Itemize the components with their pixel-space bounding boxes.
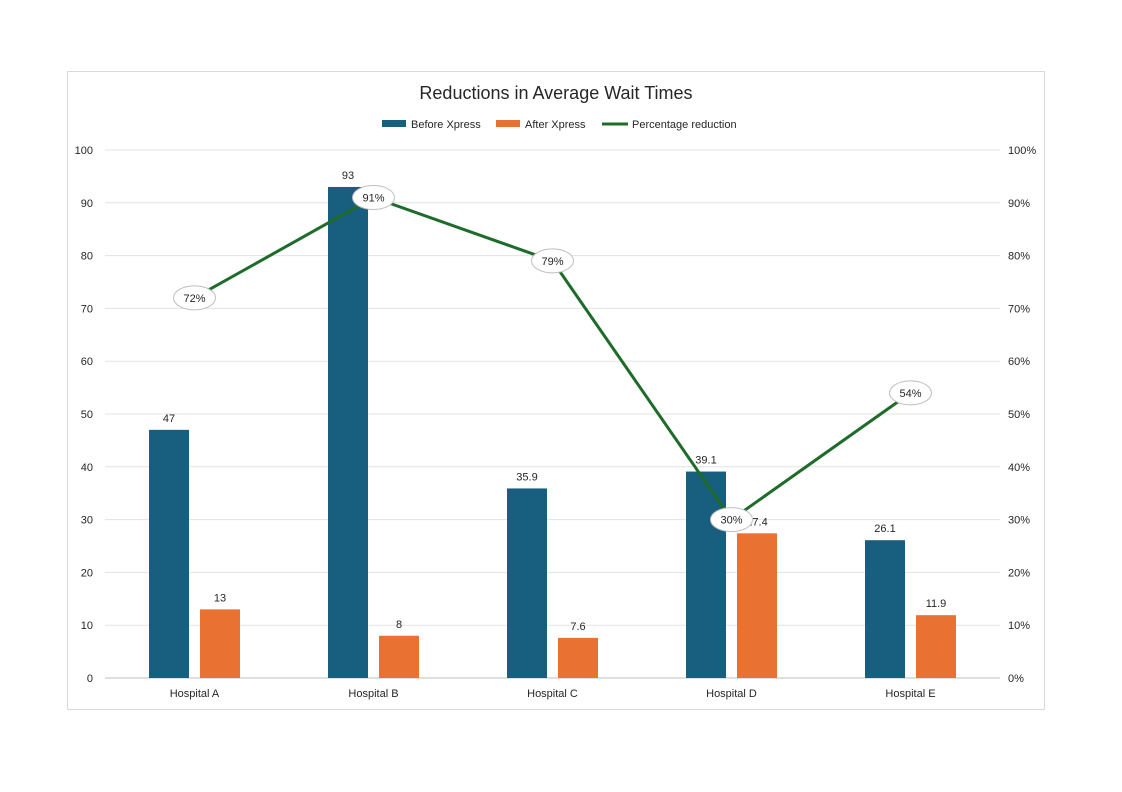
chart-title: Reductions in Average Wait Times <box>419 83 692 103</box>
bar-data-label: 26.1 <box>874 523 895 535</box>
line-label-callout <box>531 248 574 274</box>
bar-before-xpress <box>149 429 189 678</box>
bar-data-label: 35.9 <box>516 471 537 483</box>
line-data-label: 72% <box>183 293 205 305</box>
y-right-tick-label: 90% <box>1008 198 1030 210</box>
y-right-tick-label: 20% <box>1008 567 1030 579</box>
line-label-callout <box>352 185 395 211</box>
y-left-tick-label: 80 <box>81 251 93 263</box>
y-left-tick-label: 30 <box>81 515 93 527</box>
line-label-callout <box>710 507 753 533</box>
x-tick-label: Hospital B <box>348 688 398 700</box>
bar-before-xpress <box>507 488 547 678</box>
bar-after-xpress <box>737 533 777 678</box>
legend-swatch <box>382 120 406 127</box>
x-tick-label: Hospital C <box>527 688 578 700</box>
y-right-tick-label: 70% <box>1008 303 1030 315</box>
bar-after-xpress <box>379 635 419 678</box>
bar-data-label: 47 <box>163 413 175 425</box>
y-right-tick-label: 10% <box>1008 620 1030 632</box>
bar-data-label: 39.1 <box>695 455 716 467</box>
bar-data-label: 7.6 <box>570 621 585 633</box>
legend-label: Percentage reduction <box>632 119 737 131</box>
bar-before-xpress <box>686 471 726 678</box>
y-left-tick-label: 40 <box>81 462 93 474</box>
bars <box>149 186 956 678</box>
bar-before-xpress <box>328 186 368 678</box>
y-left-tick-label: 100 <box>75 145 93 157</box>
legend: Before Xpress After Xpress Percentage redu… <box>382 119 737 131</box>
line-data-label: 30% <box>720 515 742 527</box>
line-data-label: 79% <box>541 256 563 268</box>
y-right-tick-label: 30% <box>1008 515 1030 527</box>
x-tick-label: Hospital D <box>706 688 757 700</box>
y-left-tick-label: 10 <box>81 620 93 632</box>
legend-label: After Xpress <box>525 119 586 131</box>
y-right-tick-label: 80% <box>1008 251 1030 263</box>
line-label-callout <box>173 285 216 311</box>
x-tick-label: Hospital E <box>885 688 935 700</box>
y-right-tick-label: 40% <box>1008 462 1030 474</box>
y-right-tick-label: 100% <box>1008 145 1036 157</box>
y-right-tick-label: 0% <box>1008 673 1024 685</box>
bar-data-label: 93 <box>342 170 354 182</box>
line-label-callout <box>889 380 932 406</box>
y-left-tick-label: 60 <box>81 356 93 368</box>
y-left-tick-label: 90 <box>81 198 93 210</box>
y-left-tick-label: 50 <box>81 409 93 421</box>
bar-after-xpress <box>916 615 956 678</box>
y-right-tick-label: 50% <box>1008 409 1030 421</box>
gridlines: 0 10 20 30 40 50 60 70 80 90 100 0% 10% 20% 30% 40% 50% 6… <box>75 145 1037 700</box>
x-tick-label: Hospital A <box>170 688 220 700</box>
y-right-tick-label: 60% <box>1008 356 1030 368</box>
line-data-label: 54% <box>899 388 921 400</box>
legend-label: Before Xpress <box>411 119 481 131</box>
y-left-tick-label: 0 <box>87 673 93 685</box>
bar-before-xpress <box>865 540 905 678</box>
y-left-tick-label: 70 <box>81 303 93 315</box>
bar-data-label: 8 <box>396 619 402 631</box>
bar-after-xpress <box>558 637 598 678</box>
bar-after-xpress <box>200 609 240 678</box>
bar-data-label: 13 <box>214 592 226 604</box>
bar-data-label: 11.9 <box>926 598 947 610</box>
y-left-tick-label: 20 <box>81 567 93 579</box>
legend-swatch <box>496 120 520 127</box>
line-data-label: 91% <box>362 193 384 205</box>
